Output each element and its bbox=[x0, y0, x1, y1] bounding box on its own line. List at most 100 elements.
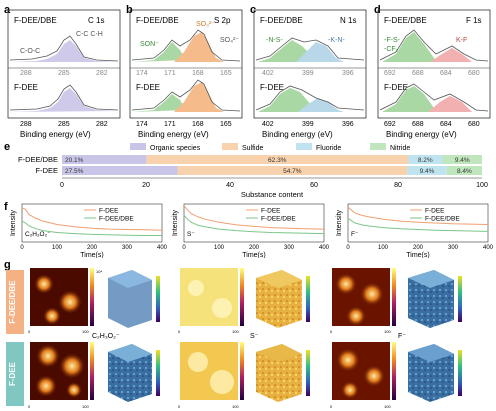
xps-panel-a: a F-DEE/DBE C 1s C-O-C C-C C-H 288 285 2… bbox=[4, 4, 121, 139]
axis-tick-0: 0 bbox=[330, 404, 333, 409]
series-line-f-dee-dbe bbox=[183, 215, 325, 235]
legend-label-sulfide: Sulfide bbox=[242, 145, 264, 152]
n1s-top-blue bbox=[296, 42, 344, 62]
cube-top bbox=[108, 344, 152, 362]
x-tick-label: 400 bbox=[483, 245, 494, 251]
tick-bottom-2: 171 bbox=[164, 121, 176, 128]
cube-3d bbox=[108, 270, 152, 328]
tick-top-3: 168 bbox=[192, 70, 204, 77]
legend-label: F-DEE/DBE bbox=[261, 216, 296, 223]
sample-top-label: F-DEE/DBE bbox=[384, 16, 427, 25]
bar-segment-f-dee-3 bbox=[446, 166, 482, 175]
bar-label: 8.2% bbox=[418, 157, 433, 164]
bar-segment-f-dee-dbe-1 bbox=[146, 155, 409, 164]
x-tick-label: 300 bbox=[122, 245, 133, 251]
s2p-top-green bbox=[132, 42, 186, 62]
c1s-top-fill bbox=[10, 40, 118, 62]
bar-label: 62.3% bbox=[268, 157, 287, 164]
x-axis-label: Time(s) bbox=[406, 252, 429, 258]
row-label-box-dee bbox=[6, 342, 24, 406]
map-blob bbox=[59, 353, 85, 379]
x-tick-label: 0 bbox=[182, 245, 186, 251]
map-blob bbox=[34, 274, 54, 294]
x-tick-label: 200 bbox=[249, 245, 260, 251]
annot-cc: C-C C-H bbox=[76, 31, 103, 38]
x-tick-label: 300 bbox=[284, 245, 295, 251]
legend-label: F-DEE bbox=[425, 208, 445, 215]
sample-top-label: F-DEE/DBE bbox=[136, 16, 179, 25]
x-tick-label: 0 bbox=[346, 245, 350, 251]
tick-bottom-2: 688 bbox=[412, 121, 424, 128]
axis-tick-100: 100 bbox=[82, 404, 89, 409]
row-label-dee: F-DEE bbox=[8, 361, 17, 386]
tick-top-1: 174 bbox=[136, 70, 148, 77]
x-tick-label: 100 bbox=[214, 245, 225, 251]
row-label-dee: F-DEE bbox=[36, 166, 59, 175]
x-tick-label: 100 bbox=[378, 245, 389, 251]
ion-label-acetate: C₂H₃O₂⁻ bbox=[92, 333, 120, 340]
axis-tick-0: 0 bbox=[28, 404, 31, 409]
cube-top bbox=[408, 344, 454, 362]
panel-letter: c bbox=[250, 4, 256, 16]
f1s-top-green bbox=[382, 32, 442, 62]
cube-3d bbox=[408, 344, 454, 402]
map-blob bbox=[335, 273, 357, 295]
map-fluoride-dbe: 0 100 bbox=[330, 268, 462, 334]
axis-tick-100: 100 bbox=[82, 329, 89, 334]
tick-bottom-4: 680 bbox=[468, 121, 480, 128]
annot-so3: SO₃²⁻ bbox=[196, 21, 215, 28]
x-tick-label: 300 bbox=[448, 245, 459, 251]
x-tick-label: 400 bbox=[319, 245, 330, 251]
annot-kf: K-F bbox=[456, 37, 467, 44]
ion-label-sulfide: S⁻ bbox=[250, 333, 259, 340]
x-tick-label: 200 bbox=[413, 245, 424, 251]
s2p-bottom-orange bbox=[174, 82, 224, 112]
tick-top-1: 288 bbox=[20, 70, 32, 77]
bar-segment-f-dee-1 bbox=[177, 166, 408, 175]
map-blob bbox=[66, 382, 82, 398]
n1s-bottom-green bbox=[258, 88, 320, 112]
map-blob bbox=[212, 298, 232, 318]
legend-label-fluoride: Fluoride bbox=[316, 145, 341, 152]
sample-top-label: F-DEE/DBE bbox=[260, 16, 303, 25]
sample-bottom-label: F-DEE bbox=[136, 83, 160, 92]
bar-segment-f-dee-dbe-2 bbox=[408, 155, 443, 164]
tof-sims-maps: g F-DEE/DBE F-DEE 10⁴ 0 100 0 100 C₂H₃O₂… bbox=[4, 259, 462, 409]
bar-label: 9.4% bbox=[420, 168, 435, 175]
x-axis-label: Binding energy (eV) bbox=[20, 130, 91, 139]
colorbar-max: 10⁴ bbox=[96, 269, 102, 274]
x-tick-label: 200 bbox=[87, 245, 98, 251]
tick-bottom-1: 288 bbox=[20, 121, 32, 128]
bars-group: 20.1% 62.3% 8.2% 9.4% 27.5% 54.7% 9.4% 8.4% bbox=[62, 155, 482, 175]
bar-segment-f-dee-dbe-0 bbox=[62, 155, 147, 164]
c1s-top-curve bbox=[9, 35, 119, 62]
x-axis-label: Substance content bbox=[241, 190, 304, 199]
map-blob bbox=[336, 348, 360, 372]
panel-letter: a bbox=[4, 4, 11, 16]
x-axis-label: Time(s) bbox=[80, 252, 103, 258]
f1s-bottom-curve bbox=[379, 83, 489, 112]
composition-bar-chart: e Organic species Sulfide Fluoride Nitri… bbox=[4, 141, 488, 199]
panel-letter: d bbox=[374, 4, 381, 16]
axis-tick-100: 100 bbox=[384, 404, 391, 409]
axis-tick-0: 0 bbox=[178, 404, 181, 409]
axis-tick-0: 0 bbox=[178, 329, 181, 334]
annot-fs: -F-S- bbox=[384, 37, 401, 44]
tick-bottom-2: 285 bbox=[58, 121, 70, 128]
s2p-top-orange bbox=[174, 32, 224, 62]
cube-3d bbox=[408, 270, 454, 328]
x-axis-label: Binding energy (eV) bbox=[262, 130, 333, 139]
x-tick-80: 80 bbox=[394, 182, 402, 189]
colorbar bbox=[392, 268, 396, 326]
tick-bottom-3: 168 bbox=[192, 121, 204, 128]
annot-cfx: -CFₓ bbox=[384, 46, 399, 53]
legend: Organic species Sulfide Fluoride Nitride bbox=[130, 143, 410, 152]
row-label-dbe: F-DEE/DBE bbox=[18, 155, 58, 164]
ion-label: S⁻ bbox=[187, 231, 195, 238]
map-blob bbox=[35, 375, 57, 397]
tick-top-4: 680 bbox=[468, 70, 480, 77]
colorbar-3d bbox=[306, 350, 310, 396]
panel-letter: b bbox=[126, 4, 133, 16]
cube-top bbox=[408, 270, 454, 288]
s2p-bottom-curve bbox=[131, 79, 241, 112]
